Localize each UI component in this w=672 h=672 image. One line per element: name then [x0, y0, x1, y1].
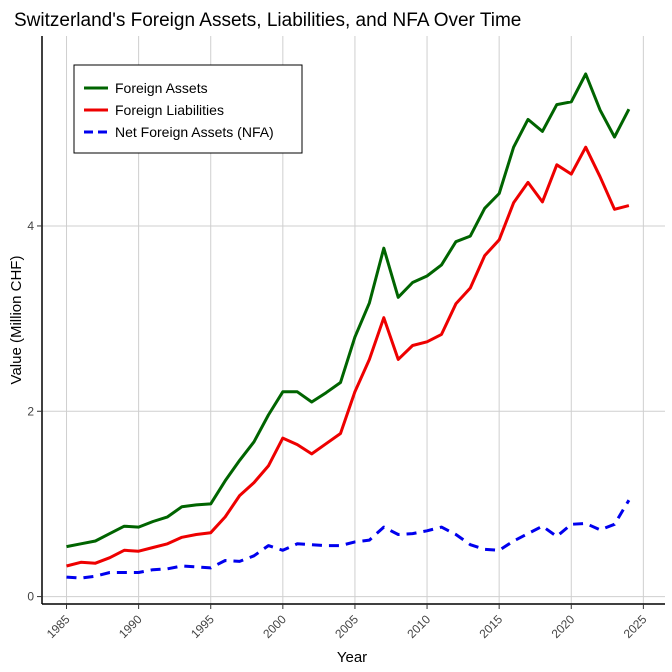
x-tick-label: 2005: [332, 612, 361, 641]
series-line-1: [66, 145, 630, 568]
y-tick-label: 0: [27, 590, 34, 604]
series-layer: [66, 72, 631, 580]
series-line-2: [66, 499, 631, 580]
series-line-0: [66, 72, 631, 549]
y-tick-label: 4: [27, 219, 34, 233]
x-tick-label: 1995: [188, 612, 217, 641]
chart-title: Switzerland's Foreign Assets, Liabilitie…: [14, 10, 521, 31]
x-tick-label: 2015: [476, 612, 505, 641]
y-axis-label: Value (Million CHF): [8, 256, 25, 385]
x-tick-label: 2020: [549, 612, 578, 641]
legend-label-2: Net Foreign Assets (NFA): [115, 124, 274, 140]
x-axis-label: Year: [337, 649, 367, 666]
x-tick-label: 1985: [44, 612, 73, 641]
legend-box: [73, 64, 303, 154]
x-tick-label: 2025: [621, 612, 650, 641]
legend-label-0: Foreign Assets: [115, 80, 208, 96]
x-tick-label: 2010: [404, 612, 433, 641]
x-tick-label: 2000: [260, 612, 289, 641]
y-tick-label: 2: [27, 404, 34, 418]
x-tick-label: 1990: [116, 612, 145, 641]
legend-label-1: Foreign Liabilities: [115, 102, 224, 118]
ticks: 1985 1990 1995 2000 2005 2010 2015 2020 2025 0 2 4: [27, 219, 649, 641]
axes: [41, 36, 665, 605]
legend: Foreign Assets Foreign Liabilities Net For…: [73, 64, 303, 154]
